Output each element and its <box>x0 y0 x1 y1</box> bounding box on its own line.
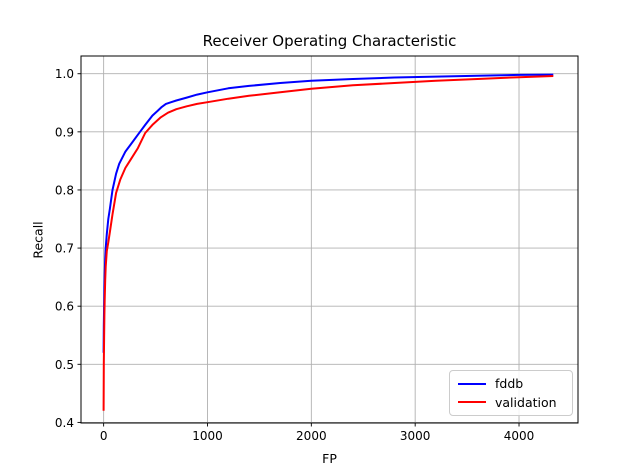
y-tick-label-1: 1.0 <box>55 67 74 81</box>
x-axis-label: FP <box>322 451 337 466</box>
x-tick-label-1000: 1000 <box>192 429 223 443</box>
legend-item-fddb: fddb <box>458 375 564 392</box>
series-line-validation <box>102 75 554 411</box>
axes-frame <box>80 55 579 424</box>
legend-label-fddb: fddb <box>495 376 524 392</box>
legend-box: fddb validation <box>449 370 573 416</box>
series-line-fddb <box>102 73 554 353</box>
chart-title: Receiver Operating Characteristic <box>202 32 457 50</box>
y-tick-label-0.9: 0.9 <box>55 125 74 139</box>
x-tick-label-3000: 3000 <box>400 429 431 443</box>
y-tick-label-0.4: 0.4 <box>55 416 74 430</box>
y-tick-label-0.8: 0.8 <box>55 183 74 197</box>
fddb-line-swatch <box>458 382 486 385</box>
x-tick-label-2000: 2000 <box>296 429 327 443</box>
y-tick-label-0.5: 0.5 <box>55 358 74 372</box>
legend-label-validation: validation <box>495 394 557 410</box>
validation-line-swatch <box>458 401 486 404</box>
x-tick-label-0: 0 <box>100 429 108 443</box>
y-tick-label-0.7: 0.7 <box>55 242 74 256</box>
legend-item-validation: validation <box>458 394 564 411</box>
x-tick-label-4000: 4000 <box>504 429 535 443</box>
y-tick-label-0.6: 0.6 <box>55 300 74 314</box>
